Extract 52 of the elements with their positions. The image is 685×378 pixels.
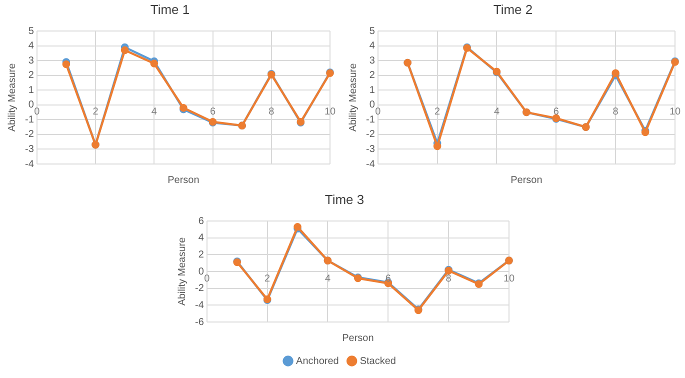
y-tick-label: -6 (194, 316, 204, 328)
legend-label: Anchored (296, 356, 339, 367)
y-tick-label: 5 (369, 26, 376, 37)
y-tick-label: 2 (369, 70, 376, 82)
y-axis-title: Ability Measure (348, 62, 359, 132)
y-tick-label: 6 (198, 216, 204, 227)
y-tick-label: -1 (366, 114, 376, 126)
y-tick-label: 0 (198, 266, 204, 278)
y-tick-label: 4 (198, 232, 204, 244)
y-tick-label: 3 (28, 55, 34, 66)
chart-title: Time 1 (149, 1, 191, 19)
x-axis-title: Person (168, 174, 200, 186)
x-axis-title: Person (342, 332, 374, 344)
y-tick-label: 0 (369, 100, 376, 111)
x-tick-label: 8 (268, 106, 275, 118)
y-tick-label: -2 (24, 129, 34, 140)
y-tick-label: 2 (198, 249, 204, 260)
y-tick-label: -3 (24, 144, 34, 155)
x-tick-label: 8 (612, 106, 619, 118)
x-tick-label: 6 (210, 106, 216, 118)
y-tick-label: 1 (28, 84, 34, 96)
x-tick-label: 10 (503, 273, 515, 284)
y-tick-label: -1 (24, 114, 34, 126)
y-tick-label: 5 (28, 26, 34, 37)
x-tick-label: 8 (446, 273, 452, 284)
y-axis-title: Ability Measure (176, 236, 188, 306)
y-tick-label: 4 (28, 40, 34, 52)
y-tick-label: -2 (366, 129, 376, 140)
x-tick-label: 4 (494, 106, 500, 118)
y-tick-label: -4 (194, 300, 204, 311)
x-tick-label: 10 (324, 106, 336, 118)
x-tick-label: 2 (434, 106, 441, 118)
y-tick-label: 3 (369, 55, 376, 66)
chart-title: Time 3 (324, 191, 366, 209)
x-tick-label: 10 (669, 106, 681, 118)
y-tick-label: -4 (366, 158, 376, 170)
y-tick-label: 0 (28, 100, 34, 111)
x-tick-label: 2 (264, 273, 271, 284)
y-tick-label: -2 (194, 283, 204, 294)
y-tick-label: -4 (24, 158, 34, 170)
x-tick-label: 6 (385, 273, 392, 284)
y-tick-label: 1 (369, 84, 376, 96)
x-axis-title: Person (510, 174, 542, 186)
y-tick-label: 4 (369, 40, 376, 52)
y-tick-label: 2 (28, 70, 34, 82)
x-tick-label: 2 (92, 106, 99, 118)
x-tick-label: 4 (151, 106, 158, 118)
legend-label: Stacked (360, 356, 396, 367)
x-tick-label: 4 (324, 273, 331, 284)
chart-title: Time 2 (492, 1, 534, 19)
y-tick-label: -3 (366, 144, 376, 155)
y-axis-title: Ability Measure (6, 62, 18, 132)
